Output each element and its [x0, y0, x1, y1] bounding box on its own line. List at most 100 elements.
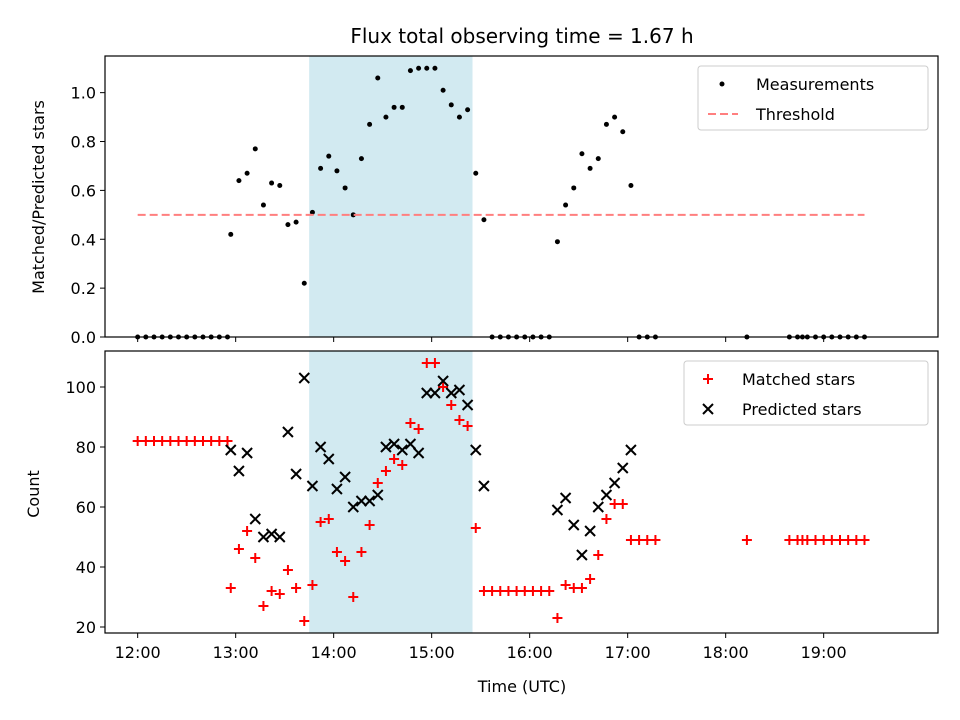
data-point [306, 480, 319, 492]
data-point [568, 519, 580, 531]
legend: Measurements Threshold [697, 65, 929, 131]
data-point [244, 170, 250, 176]
data-point [421, 387, 433, 399]
legend-marker [719, 81, 725, 87]
data-point [396, 444, 408, 456]
y-tick-label: 1.0 [71, 84, 96, 103]
data-point [274, 589, 285, 599]
legend-label: Predicted stars [742, 400, 862, 419]
data-point [595, 156, 601, 162]
data-point [559, 492, 572, 504]
shaded-span [309, 351, 473, 633]
y-tick-label: 100 [65, 378, 96, 397]
data-point [315, 517, 326, 527]
data-point [298, 372, 310, 384]
x-tick-label: 15:00 [409, 643, 455, 662]
data-point [617, 499, 628, 509]
data-point [249, 513, 261, 525]
legend-box [683, 360, 929, 426]
data-point [285, 222, 291, 228]
data-point [274, 531, 286, 543]
data-point [404, 438, 417, 450]
data-point [465, 107, 471, 113]
y-tick-label: 40 [76, 558, 96, 577]
data-point [608, 477, 621, 489]
y-tick-label: 0.4 [71, 230, 96, 249]
data-point [364, 520, 375, 530]
data-point [372, 478, 383, 488]
data-point [412, 447, 425, 459]
data-point [314, 441, 327, 453]
x-tick-label: 17:00 [605, 643, 651, 662]
data-point [307, 580, 318, 590]
data-point [424, 65, 430, 71]
data-point [290, 468, 302, 480]
data-point [563, 202, 569, 208]
data-point [323, 514, 334, 524]
data-point [339, 471, 351, 483]
data-point [470, 444, 482, 456]
data-point [236, 178, 242, 184]
data-point [405, 418, 416, 428]
data-point [348, 592, 359, 602]
data-point [375, 75, 381, 81]
data-point [340, 556, 351, 566]
x-tick-label: 19:00 [801, 643, 847, 662]
data-point [334, 168, 340, 174]
legend-label: Measurements [756, 75, 874, 94]
data-point [576, 549, 588, 561]
data-point [391, 104, 397, 110]
data-point [552, 613, 563, 623]
x-tick-label: 12:00 [115, 643, 161, 662]
legend-box [697, 65, 929, 131]
data-point [593, 550, 604, 560]
data-point [437, 375, 449, 387]
series-measurements [135, 65, 867, 340]
data-point [446, 400, 457, 410]
top-y-axis-label: Matched/Predicted stars [29, 100, 48, 294]
data-point [293, 219, 299, 225]
data-point [399, 104, 405, 110]
series-predicted-stars [225, 372, 637, 561]
data-point [233, 465, 245, 477]
y-tick-label: 0.2 [71, 279, 96, 298]
data-point [318, 165, 324, 171]
data-point [266, 586, 277, 596]
x-tick-label: 18:00 [703, 643, 749, 662]
data-point [225, 444, 237, 456]
data-point [222, 436, 233, 446]
chart-title: Flux total observing time = 1.67 h [350, 24, 693, 48]
data-point [462, 421, 473, 431]
data-point [650, 535, 661, 545]
top-panel: 0.0 0.2 0.4 0.6 0.8 1.0 Measurements Threshold [71, 55, 939, 347]
data-point [544, 586, 555, 596]
data-point [265, 528, 278, 540]
data-point [380, 441, 392, 453]
data-point [438, 382, 449, 392]
data-point [481, 217, 487, 223]
data-point [592, 501, 604, 513]
data-point [617, 462, 629, 474]
data-point [367, 121, 373, 127]
data-point [257, 531, 270, 543]
data-point [859, 535, 870, 545]
data-point [453, 384, 466, 396]
data-point [612, 114, 618, 120]
data-point [260, 202, 266, 208]
data-point [445, 387, 457, 399]
data-point [560, 580, 571, 590]
data-point [478, 480, 490, 492]
axes-frame [104, 55, 939, 338]
y-tick-label: 60 [76, 498, 96, 517]
data-point [383, 114, 389, 120]
bottom-panel: 20 40 60 80 100 12:00 13:00 14:00 15:00 16:00 17:0… [65, 350, 939, 662]
data-point [225, 583, 236, 593]
data-point [440, 87, 446, 93]
axes-frame [104, 350, 939, 634]
data-point [363, 495, 376, 507]
legend-label: Matched stars [742, 370, 855, 389]
data-point [252, 146, 258, 152]
data-point [241, 447, 253, 459]
legend-marker [702, 403, 714, 415]
data-point [358, 156, 364, 162]
